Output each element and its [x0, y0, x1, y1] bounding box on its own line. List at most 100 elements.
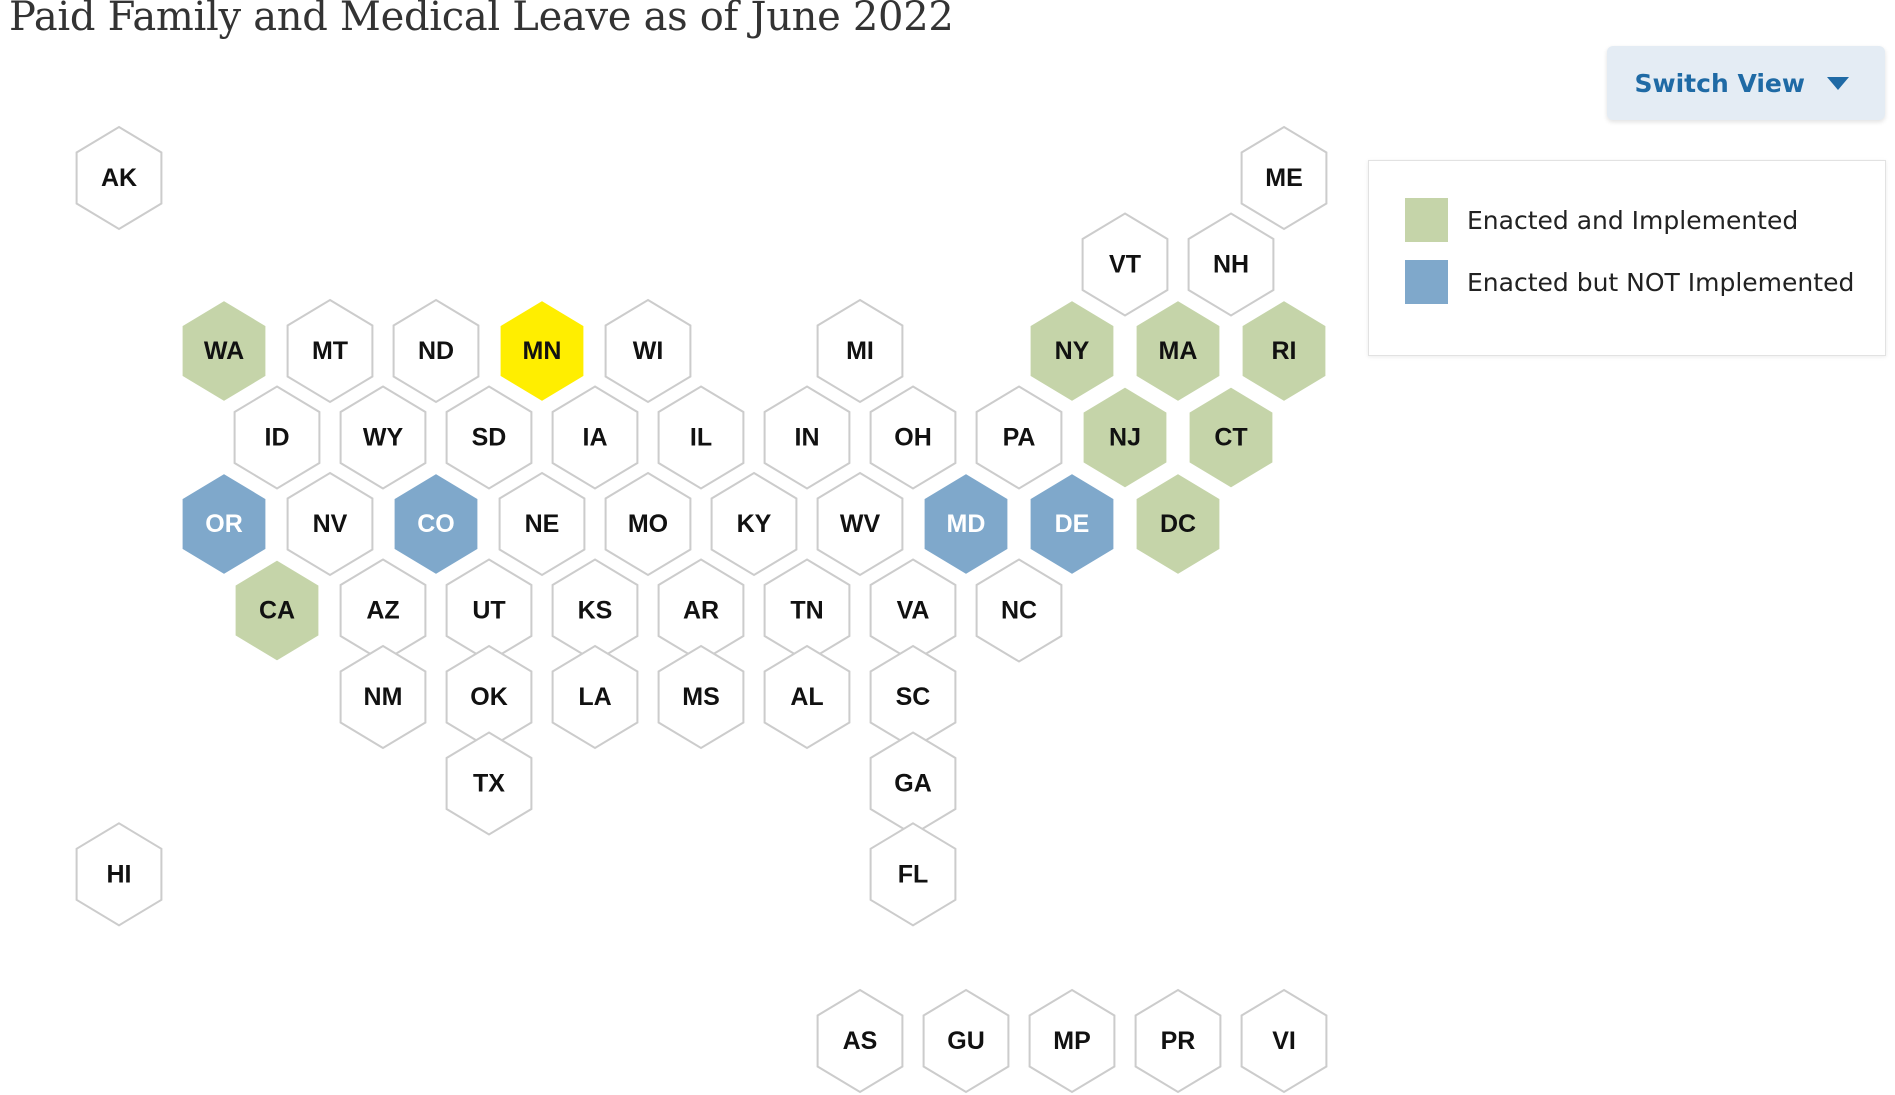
- state-tile-ca[interactable]: CA: [233, 558, 321, 663]
- state-tile-tx[interactable]: TX: [445, 731, 533, 836]
- state-tile-dc[interactable]: DC: [1134, 471, 1222, 577]
- hex-shape[interactable]: [233, 558, 321, 663]
- hex-shape[interactable]: [604, 298, 692, 404]
- state-tile-wy[interactable]: WY: [339, 385, 427, 490]
- hex-shape[interactable]: [975, 558, 1063, 663]
- hex-shape[interactable]: [816, 471, 904, 577]
- state-tile-sc[interactable]: SC: [869, 644, 957, 750]
- hex-shape[interactable]: [1240, 298, 1328, 404]
- state-tile-nh[interactable]: NH: [1187, 212, 1275, 317]
- hex-shape[interactable]: [286, 471, 374, 577]
- hex-shape[interactable]: [1240, 125, 1328, 231]
- hex-shape[interactable]: [339, 385, 427, 490]
- state-tile-mn[interactable]: MN: [498, 298, 586, 404]
- state-tile-me[interactable]: ME: [1240, 125, 1328, 231]
- state-tile-nc[interactable]: NC: [975, 558, 1063, 663]
- state-tile-mo[interactable]: MO: [604, 471, 692, 577]
- state-tile-il[interactable]: IL: [657, 385, 745, 490]
- hex-shape[interactable]: [1028, 298, 1116, 404]
- state-tile-nv[interactable]: NV: [286, 471, 374, 577]
- state-tile-hi[interactable]: HI: [75, 822, 163, 927]
- state-tile-nj[interactable]: NJ: [1081, 385, 1169, 490]
- hex-shape[interactable]: [763, 385, 851, 490]
- state-tile-md[interactable]: MD: [922, 471, 1010, 577]
- hex-shape[interactable]: [286, 298, 374, 404]
- hex-shape[interactable]: [339, 644, 427, 750]
- hex-shape[interactable]: [1134, 988, 1222, 1094]
- state-tile-ri[interactable]: RI: [1240, 298, 1328, 404]
- hex-shape[interactable]: [551, 385, 639, 490]
- hex-shape[interactable]: [922, 988, 1010, 1094]
- state-tile-or[interactable]: OR: [180, 471, 268, 577]
- hex-shape[interactable]: [1187, 212, 1275, 317]
- state-tile-pa[interactable]: PA: [975, 385, 1063, 490]
- state-tile-vt[interactable]: VT: [1081, 212, 1169, 317]
- state-tile-ky[interactable]: KY: [710, 471, 798, 577]
- hex-shape[interactable]: [1081, 385, 1169, 490]
- state-tile-as[interactable]: AS: [816, 988, 904, 1094]
- state-tile-al[interactable]: AL: [763, 644, 851, 750]
- hex-shape[interactable]: [498, 471, 586, 577]
- hex-shape[interactable]: [763, 644, 851, 750]
- state-tile-ia[interactable]: IA: [551, 385, 639, 490]
- state-tile-ok[interactable]: OK: [445, 644, 533, 750]
- hex-shape[interactable]: [816, 298, 904, 404]
- state-tile-mt[interactable]: MT: [286, 298, 374, 404]
- hex-shape[interactable]: [445, 385, 533, 490]
- state-tile-ga[interactable]: GA: [869, 731, 957, 836]
- state-tile-va[interactable]: VA: [869, 558, 957, 663]
- hex-shape[interactable]: [1134, 298, 1222, 404]
- state-tile-nm[interactable]: NM: [339, 644, 427, 750]
- hex-shape[interactable]: [1081, 212, 1169, 317]
- hex-shape[interactable]: [392, 471, 480, 577]
- state-tile-pr[interactable]: PR: [1134, 988, 1222, 1094]
- state-tile-ny[interactable]: NY: [1028, 298, 1116, 404]
- state-tile-oh[interactable]: OH: [869, 385, 957, 490]
- hex-shape[interactable]: [445, 731, 533, 836]
- state-tile-ak[interactable]: AK: [75, 125, 163, 231]
- state-tile-wa[interactable]: WA: [180, 298, 268, 404]
- state-tile-gu[interactable]: GU: [922, 988, 1010, 1094]
- state-tile-ma[interactable]: MA: [1134, 298, 1222, 404]
- hex-shape[interactable]: [869, 385, 957, 490]
- hex-shape[interactable]: [922, 471, 1010, 577]
- state-tile-sd[interactable]: SD: [445, 385, 533, 490]
- state-tile-in[interactable]: IN: [763, 385, 851, 490]
- hex-shape[interactable]: [551, 644, 639, 750]
- hex-shape[interactable]: [392, 298, 480, 404]
- state-tile-mi[interactable]: MI: [816, 298, 904, 404]
- hex-shape[interactable]: [498, 298, 586, 404]
- hex-shape[interactable]: [604, 471, 692, 577]
- hex-shape[interactable]: [975, 385, 1063, 490]
- hex-shape[interactable]: [180, 298, 268, 404]
- hex-shape[interactable]: [233, 385, 321, 490]
- hex-shape[interactable]: [75, 125, 163, 231]
- hex-shape[interactable]: [1028, 471, 1116, 577]
- state-tile-co[interactable]: CO: [392, 471, 480, 577]
- state-tile-ne[interactable]: NE: [498, 471, 586, 577]
- state-tile-fl[interactable]: FL: [869, 822, 957, 927]
- hex-shape[interactable]: [816, 988, 904, 1094]
- state-tile-tn[interactable]: TN: [763, 558, 851, 663]
- state-tile-vi[interactable]: VI: [1240, 988, 1328, 1094]
- state-tile-ct[interactable]: CT: [1187, 385, 1275, 490]
- hex-shape[interactable]: [657, 644, 745, 750]
- hex-shape[interactable]: [1240, 988, 1328, 1094]
- state-tile-wv[interactable]: WV: [816, 471, 904, 577]
- state-tile-mp[interactable]: MP: [1028, 988, 1116, 1094]
- switch-view-button[interactable]: Switch View: [1607, 46, 1885, 120]
- state-tile-de[interactable]: DE: [1028, 471, 1116, 577]
- state-tile-az[interactable]: AZ: [339, 558, 427, 663]
- hex-shape[interactable]: [1187, 385, 1275, 490]
- state-tile-ks[interactable]: KS: [551, 558, 639, 663]
- state-tile-id[interactable]: ID: [233, 385, 321, 490]
- state-tile-wi[interactable]: WI: [604, 298, 692, 404]
- hex-shape[interactable]: [710, 471, 798, 577]
- state-tile-la[interactable]: LA: [551, 644, 639, 750]
- hex-shape[interactable]: [180, 471, 268, 577]
- state-tile-ms[interactable]: MS: [657, 644, 745, 750]
- hex-shape[interactable]: [75, 822, 163, 927]
- state-tile-nd[interactable]: ND: [392, 298, 480, 404]
- hex-shape[interactable]: [869, 822, 957, 927]
- hex-shape[interactable]: [1134, 471, 1222, 577]
